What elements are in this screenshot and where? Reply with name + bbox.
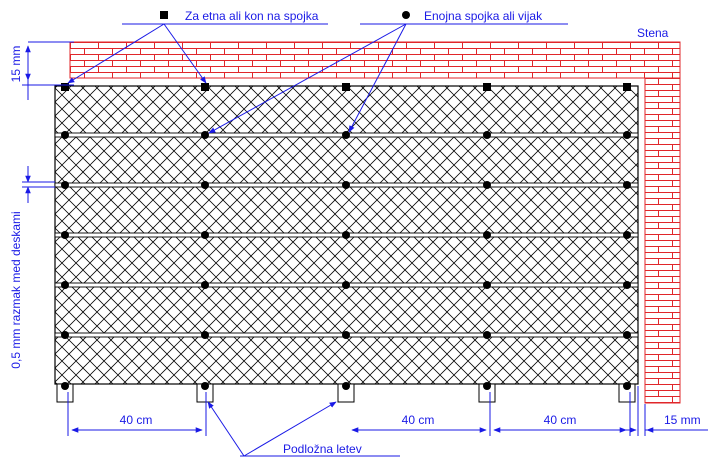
single-joint xyxy=(201,181,209,189)
single-joint xyxy=(201,331,209,339)
right-gap-dimension: 15 mm xyxy=(620,386,708,436)
single-joint xyxy=(623,231,631,239)
joints xyxy=(61,83,631,390)
single-joint xyxy=(623,382,631,390)
single-joint xyxy=(342,281,350,289)
single-joint xyxy=(61,331,69,339)
spacing-label-2: 40 cm xyxy=(402,413,435,427)
batten-spacing-dimensions: 40 cm 40 cm 40 cm xyxy=(67,392,631,436)
battens xyxy=(56,383,636,403)
spacing-label-3: 40 cm xyxy=(544,413,577,427)
single-joint xyxy=(483,181,491,189)
square-marker-icon xyxy=(160,11,168,19)
top-gap-dimension: 15 mm xyxy=(9,41,74,100)
single-joint xyxy=(623,181,631,189)
wall-right xyxy=(644,77,681,404)
single-joint xyxy=(623,281,631,289)
single-joint xyxy=(342,231,350,239)
single-joint xyxy=(483,331,491,339)
leader-2 xyxy=(163,23,207,84)
single-joint xyxy=(61,231,69,239)
single-joint xyxy=(201,382,209,390)
wall-label: Stena xyxy=(637,26,669,40)
legend: Za etna ali kon na spojka Enojna spojka … xyxy=(67,9,568,134)
single-joint xyxy=(623,331,631,339)
single-joint xyxy=(623,131,631,139)
round-marker-icon xyxy=(402,11,410,19)
spacing-label-1: 40 cm xyxy=(120,413,153,427)
legend-single-joint: Enojna spojka ali vijak xyxy=(424,9,543,23)
leader-4 xyxy=(348,23,407,133)
single-joint xyxy=(342,382,350,390)
single-joint xyxy=(342,331,350,339)
start-end-joint xyxy=(483,83,491,91)
start-end-joint xyxy=(201,83,209,91)
board-gap-label: 0,5 mm razmak med deskami xyxy=(9,211,23,368)
batten-leader-2 xyxy=(243,401,337,457)
top-gap-label: 15 mm xyxy=(9,46,23,83)
wall-top xyxy=(69,41,681,79)
single-joint xyxy=(483,382,491,390)
batten-leader-1 xyxy=(207,401,245,457)
single-joint xyxy=(61,181,69,189)
single-joint xyxy=(342,181,350,189)
leader-1 xyxy=(67,23,165,84)
leader-3 xyxy=(208,23,407,134)
single-joint xyxy=(201,131,209,139)
right-gap-label: 15 mm xyxy=(664,413,701,427)
start-end-joint xyxy=(61,83,69,91)
legend-start-end-joint: Za etna ali kon na spojka xyxy=(185,9,319,23)
single-joint xyxy=(201,281,209,289)
single-joint xyxy=(61,281,69,289)
start-end-joint xyxy=(342,83,350,91)
wall: Stena xyxy=(69,26,681,404)
start-end-joint xyxy=(623,83,631,91)
single-joint xyxy=(483,131,491,139)
single-joint xyxy=(483,281,491,289)
single-joint xyxy=(61,131,69,139)
batten-label: Podložna letev xyxy=(283,442,362,456)
single-joint xyxy=(342,131,350,139)
board-gap-dimension: 0,5 mm razmak med deskami xyxy=(9,166,55,369)
batten-callout: Podložna letev xyxy=(207,401,400,457)
single-joint xyxy=(61,382,69,390)
single-joint xyxy=(483,231,491,239)
single-joint xyxy=(201,231,209,239)
